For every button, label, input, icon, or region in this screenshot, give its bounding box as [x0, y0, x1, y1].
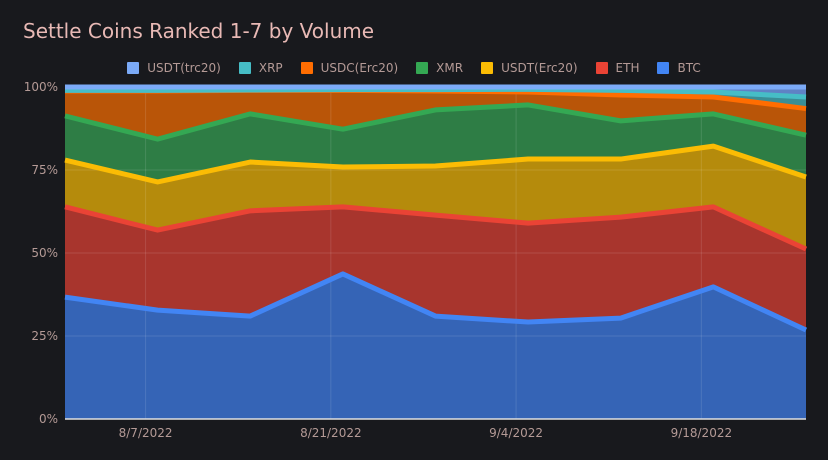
- legend-swatch: [595, 62, 608, 74]
- line-layer: [64, 84, 808, 333]
- area-btc: [65, 273, 806, 419]
- legend-label: XRP: [258, 61, 283, 75]
- legend-item-usdc-erc20[interactable]: USDC(Erc20): [300, 61, 399, 75]
- y-tick-label: 100%: [24, 80, 58, 94]
- legend: USDT(trc20) XRP USDC(Erc20) XMR USDT(Erc…: [0, 61, 828, 75]
- legend-item-xmr[interactable]: XMR: [416, 61, 463, 75]
- area-xmr: [65, 104, 806, 182]
- line-eth: [64, 204, 808, 252]
- area-usdt-erc20: [65, 146, 806, 250]
- legend-item-xrp[interactable]: XRP: [238, 61, 283, 75]
- legend-label: USDT(Erc20): [501, 61, 578, 75]
- x-tick-label: 9/18/2022: [671, 426, 733, 440]
- legend-swatch: [238, 62, 251, 74]
- legend-label: XMR: [436, 61, 464, 75]
- area-eth: [65, 206, 806, 331]
- legend-item-btc[interactable]: BTC: [657, 61, 701, 75]
- y-tick-label: 75%: [31, 163, 58, 177]
- y-tick-label: 0%: [39, 412, 58, 426]
- line-usdt-erc20: [64, 143, 807, 185]
- x-axis: 8/7/2022 8/21/2022 9/4/2022 9/18/2022: [65, 418, 806, 440]
- area-layer: [65, 87, 806, 419]
- line-xmr: [64, 102, 807, 142]
- y-axis: 0% 25% 50% 75% 100%: [24, 80, 58, 426]
- x-tick-label: 9/4/2022: [489, 426, 543, 440]
- legend-swatch: [300, 62, 313, 74]
- line-btc: [64, 271, 808, 333]
- area-usdc-erc20: [65, 90, 806, 140]
- legend-item-usdt-trc20[interactable]: USDT(trc20): [127, 61, 221, 75]
- x-tick-label: 8/21/2022: [300, 426, 362, 440]
- x-tick-label: 8/7/2022: [119, 426, 173, 440]
- y-tick-label: 25%: [31, 329, 58, 343]
- legend-swatch: [657, 62, 670, 74]
- legend-label: ETH: [615, 61, 640, 75]
- legend-label: USDC(Erc20): [320, 61, 399, 75]
- legend-label: USDT(trc20): [147, 61, 221, 75]
- legend-swatch: [416, 62, 429, 74]
- chart-title: Settle Coins Ranked 1-7 by Volume: [23, 19, 375, 43]
- legend-item-eth[interactable]: ETH: [595, 61, 640, 75]
- line-xrp: [65, 86, 807, 100]
- legend-label: BTC: [677, 61, 701, 75]
- legend-item-usdt-erc20[interactable]: USDT(Erc20): [481, 61, 578, 75]
- y-tick-label: 50%: [31, 246, 58, 260]
- legend-swatch: [481, 62, 494, 74]
- legend-swatch: [127, 62, 140, 74]
